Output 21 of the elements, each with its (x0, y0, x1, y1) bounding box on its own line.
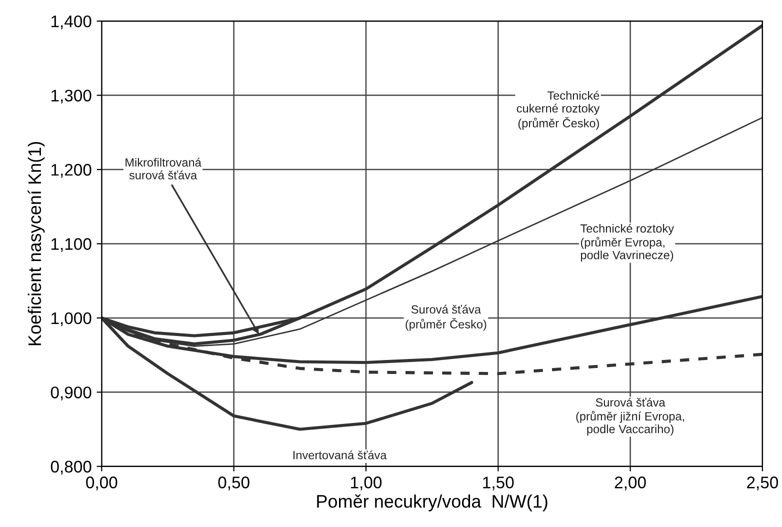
x-tick-label: 2,00 (614, 476, 646, 490)
annotation: Technické cukerné roztoky (průměr Česko) (516, 90, 600, 130)
y-tick-label: 1,000 (52, 312, 92, 326)
annotation: Invertovaná šťáva (293, 450, 387, 460)
x-axis-title: Poměr necukry/voda N/W(1) (317, 494, 548, 512)
y-tick-label: 1,400 (52, 15, 92, 30)
annotation: Surová šťáva (průměr jižní Evropa, podle Vaccariho) (576, 398, 684, 436)
x-tick-label: 1,00 (351, 476, 382, 490)
annotation: Mikrofiltrovaná surová šťáva (126, 158, 202, 180)
y-tick-label: 0,900 (50, 386, 92, 400)
annotation: Technické roztoky (průměr Evropa, podle Vavrinecze) (580, 224, 674, 262)
x-tick-label: 0,00 (86, 476, 118, 490)
y-tick-label: 1,100 (52, 238, 92, 252)
annotation: Surová šťáva (průměr Česko) (406, 304, 486, 331)
y-tick-label: 0,800 (50, 460, 92, 475)
x-tick-label: 0,50 (218, 476, 250, 490)
y-axis-title: Koeficient nasycení Kn(1) (28, 142, 45, 346)
y-tick-label: 1,200 (52, 164, 92, 178)
x-tick-label: 2,50 (747, 476, 778, 490)
x-tick-label: 1,50 (483, 476, 514, 490)
y-tick-label: 1,300 (52, 90, 92, 104)
